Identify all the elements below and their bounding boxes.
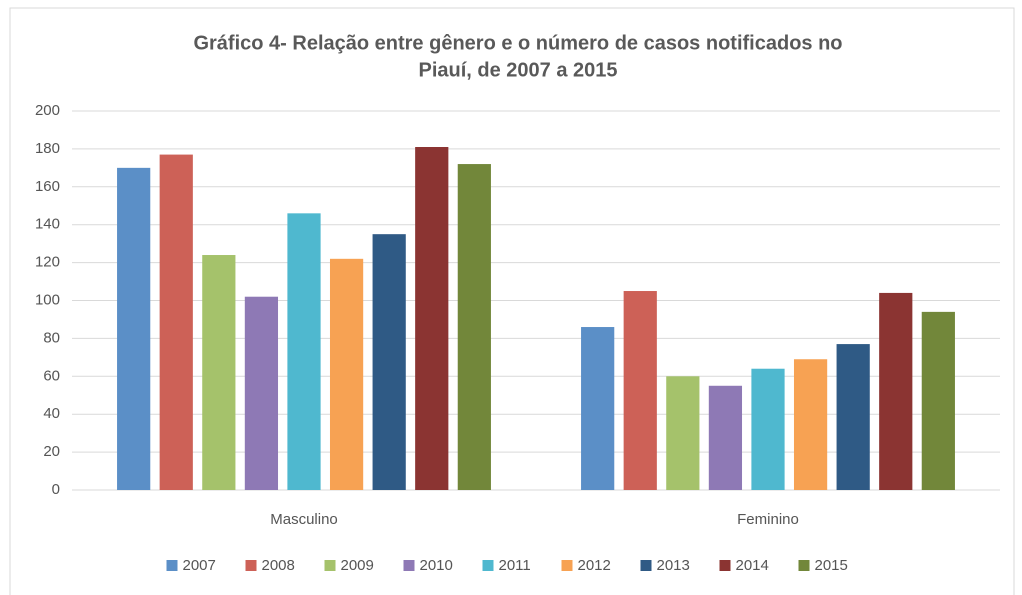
legend-label: 2012 <box>578 557 611 574</box>
legend-label: 2013 <box>657 557 690 574</box>
bar <box>836 344 870 490</box>
bar <box>666 376 700 490</box>
bar <box>159 154 193 490</box>
bar <box>793 359 828 490</box>
y-tick-label: 100 <box>35 291 60 308</box>
y-tick-label: 80 <box>43 329 60 346</box>
bar <box>287 213 321 490</box>
bar <box>921 311 955 490</box>
x-tick-label: Feminino <box>737 511 799 528</box>
legend-swatch <box>166 560 178 571</box>
bar <box>581 327 615 490</box>
legend-label: 2008 <box>262 557 295 574</box>
bar <box>879 292 913 490</box>
bar <box>457 164 491 490</box>
bar <box>329 258 364 490</box>
legend-swatch <box>245 560 257 571</box>
y-tick-label: 0 <box>52 481 60 498</box>
bar <box>751 368 785 490</box>
bar <box>623 291 657 490</box>
x-tick-label: Masculino <box>270 511 338 528</box>
legend-label: 2011 <box>499 557 531 574</box>
chart-title: Gráfico 4- Relação entre gênero e o núme… <box>193 32 842 54</box>
chart-title: Piauí, de 2007 a 2015 <box>418 59 617 81</box>
bar <box>244 296 279 490</box>
bar <box>415 147 449 490</box>
legend-swatch <box>324 560 336 571</box>
legend-swatch <box>640 560 652 571</box>
legend-swatch <box>482 560 494 571</box>
y-tick-label: 60 <box>43 367 60 384</box>
legend-label: 2007 <box>183 557 216 574</box>
bar <box>372 234 406 490</box>
bar <box>708 385 743 490</box>
legend-label: 2010 <box>420 557 453 574</box>
y-tick-label: 40 <box>43 405 60 422</box>
y-tick-label: 140 <box>35 216 60 233</box>
legend-label: 2014 <box>736 557 769 574</box>
y-tick-label: 20 <box>43 443 60 460</box>
y-tick-label: 120 <box>35 254 60 271</box>
legend-swatch <box>719 560 731 571</box>
legend-swatch <box>798 560 810 571</box>
y-tick-label: 160 <box>35 178 60 195</box>
bar <box>202 255 236 490</box>
bar <box>117 167 151 490</box>
legend-swatch <box>561 560 573 571</box>
y-tick-label: 180 <box>35 140 60 157</box>
legend-label: 2015 <box>815 557 848 574</box>
legend-label: 2009 <box>341 557 374 574</box>
legend-swatch <box>403 560 415 571</box>
y-tick-label: 200 <box>35 102 60 119</box>
